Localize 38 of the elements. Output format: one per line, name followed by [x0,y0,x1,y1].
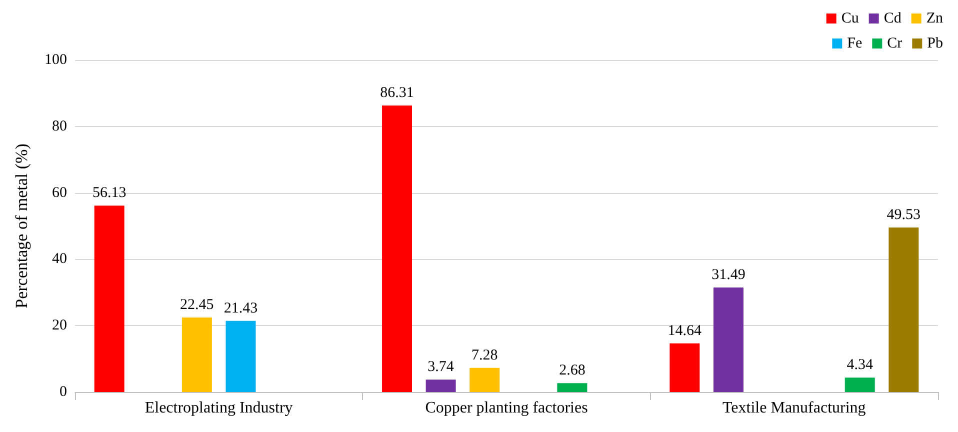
data-label: 49.53 [886,207,921,224]
y-tick-label: 100 [44,52,67,68]
legend-label: Pb [927,36,943,52]
bar [94,206,124,392]
y-tick-label: 20 [52,318,67,334]
x-tick-label: Textile Manufacturing [722,400,866,416]
data-label: 56.13 [92,185,126,202]
bar [470,368,500,392]
data-label: 7.28 [471,347,498,364]
bar [844,378,875,392]
bar [888,228,919,392]
legend-label: Cu [841,10,860,26]
legend-label: Zn [926,10,944,26]
y-tick-label: 60 [52,184,67,201]
bar [426,380,456,392]
bar [382,105,412,392]
data-label: 3.74 [428,359,454,376]
data-label: 86.31 [380,84,414,101]
data-label: 4.34 [846,357,874,374]
x-tick-label: Copper planting factories [425,400,588,416]
legend-label: Fe [847,36,862,52]
y-tick-label: 40 [52,251,67,268]
bar [226,320,256,392]
y-tick-label: 80 [52,118,67,134]
data-label: 22.45 [180,296,214,313]
data-label: 14.64 [668,322,702,339]
bar [670,343,700,392]
x-tick-label: Electroplating Industry [144,400,293,416]
data-label: 21.43 [224,300,258,316]
bar [557,383,588,392]
legend-label: Cd [884,10,902,26]
bar [182,317,212,392]
data-label: 2.68 [559,362,586,379]
data-label: 31.49 [712,266,746,283]
legend-label: Cr [887,36,902,52]
y-axis-title: Percentage of metal (%) [12,144,31,308]
bar [713,287,744,392]
y-tick-label: 0 [60,384,67,400]
